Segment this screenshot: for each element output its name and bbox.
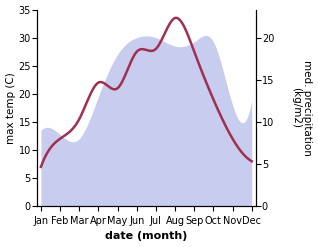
Y-axis label: med. precipitation
(kg/m2): med. precipitation (kg/m2)	[291, 60, 313, 156]
Y-axis label: max temp (C): max temp (C)	[5, 72, 16, 144]
X-axis label: date (month): date (month)	[105, 231, 188, 242]
